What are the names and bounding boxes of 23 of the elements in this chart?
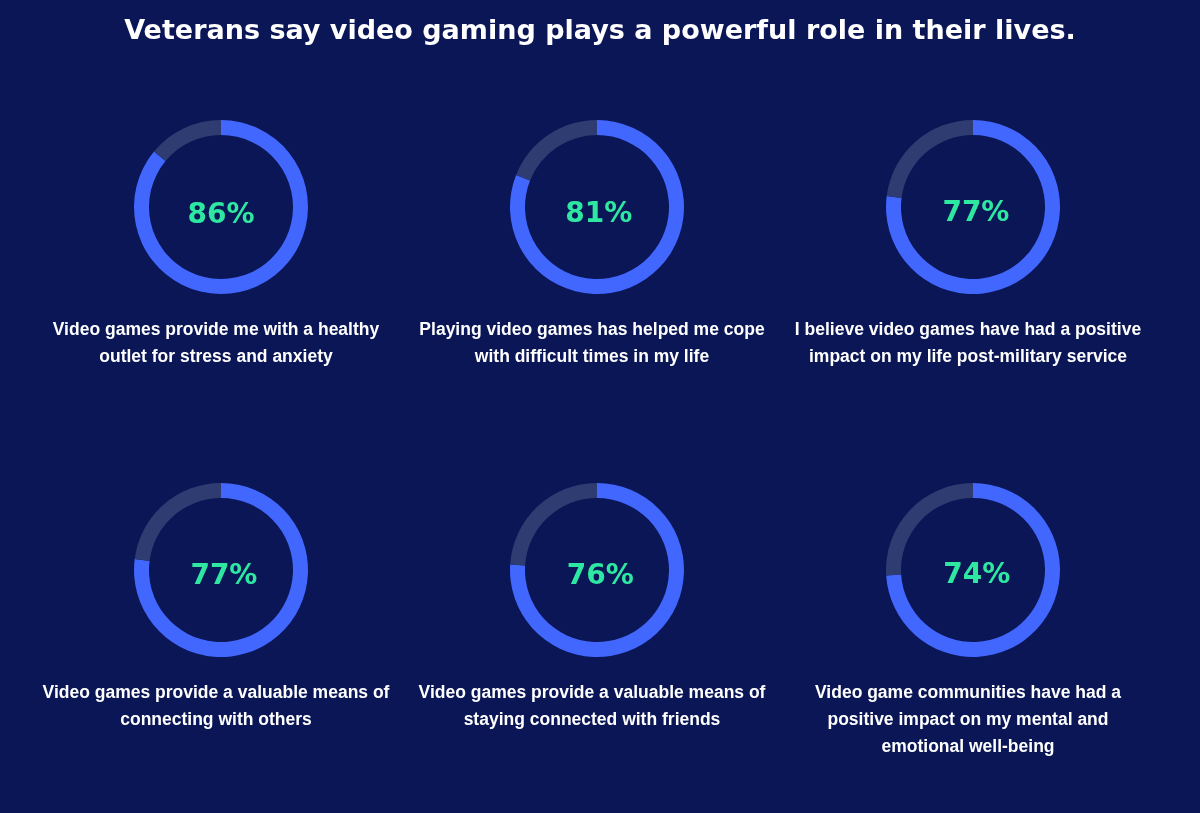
donut-slice bbox=[134, 120, 308, 294]
text: Veterans say video gaming plays a powerful role in their lives. bbox=[123, 14, 1077, 45]
text: Video game communities have had a positive impact on my mental and emotional well-being bbox=[814, 681, 1122, 758]
donut-slice bbox=[516, 120, 597, 181]
text: Video games provide a valuable means of staying connected with friends bbox=[417, 681, 767, 731]
data-label: 86% bbox=[187, 196, 255, 230]
text: I believe video games have had a positive impact on my life post-military service bbox=[793, 318, 1143, 368]
data-label: 77% bbox=[942, 195, 1010, 228]
donut-slice bbox=[153, 120, 221, 162]
donut-slice bbox=[134, 483, 221, 561]
donut-slice bbox=[134, 483, 308, 657]
donut-slice bbox=[886, 120, 973, 198]
data-label: 77% bbox=[190, 558, 258, 591]
data-label: 81% bbox=[565, 195, 633, 229]
data-label: 76% bbox=[566, 557, 634, 591]
donut-slice bbox=[510, 483, 684, 657]
donut-slice bbox=[510, 120, 684, 294]
text: Video games provide me with a healthy outlet for stress and anxiety bbox=[51, 318, 381, 368]
text: Video games provide a valuable means of connecting with others bbox=[41, 681, 391, 731]
donut-slice bbox=[886, 483, 1060, 657]
donut-slice bbox=[886, 120, 1060, 294]
text: Playing video games has helped me cope with difficult times in my life bbox=[418, 318, 766, 368]
data-label: 74% bbox=[943, 557, 1011, 591]
